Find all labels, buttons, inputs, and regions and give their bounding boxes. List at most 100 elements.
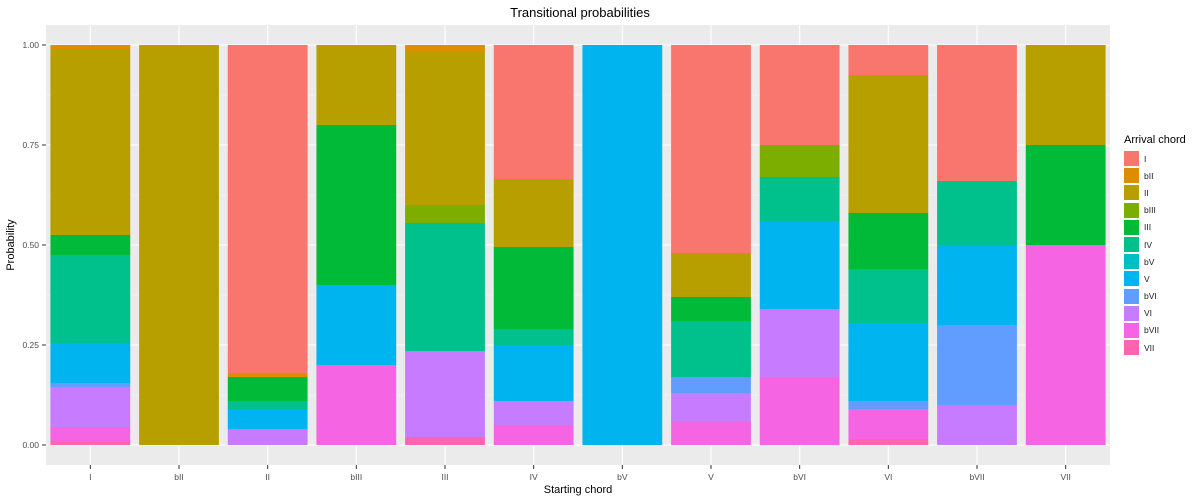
bar-segment xyxy=(937,45,1017,181)
x-tick-label: III xyxy=(441,472,448,482)
legend-swatch xyxy=(1124,219,1139,235)
legend-item: bV xyxy=(1124,253,1186,270)
bar-segment xyxy=(316,285,397,365)
legend-item: III xyxy=(1124,219,1186,236)
y-axis-title: Probability xyxy=(5,219,17,271)
legend-swatch xyxy=(1124,305,1139,321)
bar-segment xyxy=(227,409,308,429)
bar-segment xyxy=(50,387,131,427)
bar-segment xyxy=(937,325,1017,405)
bar-segment xyxy=(759,45,840,145)
x-tick-label: II xyxy=(265,472,270,482)
legend-item: II xyxy=(1124,184,1186,201)
y-tick-label: 0.25 xyxy=(22,340,39,350)
bar-segment xyxy=(50,343,131,383)
legend-item: bVII xyxy=(1124,322,1186,339)
bars-layer xyxy=(50,45,1106,445)
bar-segment xyxy=(227,401,308,409)
legend-label: V xyxy=(1144,273,1150,284)
bar-segment xyxy=(50,49,131,235)
legend-label: bII xyxy=(1144,170,1154,181)
legend-label: VI xyxy=(1144,308,1153,319)
legend-swatch xyxy=(1124,322,1139,338)
bar-segment xyxy=(937,181,1017,245)
y-tick-label: 1.00 xyxy=(22,40,39,50)
legend-item: I xyxy=(1124,150,1186,167)
bar-segment xyxy=(405,223,485,351)
legend-swatch xyxy=(1124,271,1139,287)
x-tick-label: VI xyxy=(884,472,892,482)
legend-item: VII xyxy=(1124,339,1186,356)
bar-segment xyxy=(50,235,131,255)
legend-swatch xyxy=(1124,185,1139,201)
bar-segment xyxy=(937,405,1017,445)
bar-segment xyxy=(316,125,397,285)
x-tick-label: bIII xyxy=(350,472,362,482)
x-tick-label: I xyxy=(89,472,91,482)
bar-segment xyxy=(582,45,663,445)
legend-label: bVII xyxy=(1144,325,1160,336)
legend-item: bIII xyxy=(1124,202,1186,219)
bar-segment xyxy=(50,255,131,343)
bar-segment xyxy=(848,75,929,213)
legend-label: VII xyxy=(1144,342,1155,353)
legend-swatch xyxy=(1124,168,1139,184)
y-tick-label: 0.50 xyxy=(22,240,39,250)
bar-segment xyxy=(493,345,574,401)
legend-swatch xyxy=(1124,340,1139,356)
bar-segment xyxy=(848,409,929,439)
bar-segment xyxy=(493,179,574,247)
x-tick-label: V xyxy=(708,472,714,482)
bar-segment xyxy=(671,321,751,377)
legend-title: Arrival chord xyxy=(1124,134,1186,146)
x-tick-label: bV xyxy=(617,472,628,482)
bar-segment xyxy=(671,253,751,297)
bar-segment xyxy=(848,401,929,409)
bar-segment xyxy=(759,377,840,445)
bar-segment xyxy=(759,177,840,221)
legend-swatch xyxy=(1124,202,1139,218)
legend-label: bIII xyxy=(1144,205,1156,216)
bar-segment xyxy=(759,145,840,177)
bar-segment xyxy=(848,213,929,269)
bar-segment xyxy=(405,205,485,223)
bar-segment xyxy=(227,373,308,377)
x-tick-label: VII xyxy=(1060,472,1070,482)
bar-segment xyxy=(50,45,131,49)
bar-segment xyxy=(405,45,485,51)
bar-segment xyxy=(493,401,574,425)
bar-segment xyxy=(405,437,485,445)
bar-segment xyxy=(937,245,1017,325)
bar-segment xyxy=(227,429,308,445)
bar-segment xyxy=(1025,145,1106,245)
bar-segment xyxy=(50,427,131,441)
bar-segment xyxy=(848,269,929,323)
legend-swatch xyxy=(1124,151,1139,167)
legend-label: I xyxy=(1144,153,1147,164)
x-axis-title: Starting chord xyxy=(544,484,612,496)
bar-segment xyxy=(405,51,485,205)
bar-segment xyxy=(1025,245,1106,445)
x-tick-label: bVI xyxy=(793,472,806,482)
bar-segment xyxy=(405,351,485,437)
legend-item: IV xyxy=(1124,236,1186,253)
legend-label: bV xyxy=(1144,256,1155,267)
legend-item: bVI xyxy=(1124,288,1186,305)
bar-segment xyxy=(671,297,751,321)
bar-segment xyxy=(50,441,131,445)
legend-swatch xyxy=(1124,237,1139,253)
bar-segment xyxy=(316,365,397,445)
legend-item: bII xyxy=(1124,167,1186,184)
bar-segment xyxy=(848,323,929,401)
bar-segment xyxy=(50,383,131,387)
bar-segment xyxy=(227,45,308,373)
bar-segment xyxy=(139,45,219,445)
bar-segment xyxy=(493,45,574,179)
bar-segment xyxy=(493,329,574,345)
x-tick-label: bII xyxy=(174,472,183,482)
bar-segment xyxy=(848,439,929,445)
